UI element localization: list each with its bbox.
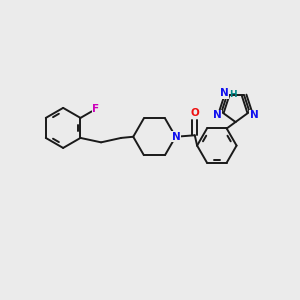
Text: F: F <box>92 104 99 114</box>
Text: N: N <box>213 110 222 120</box>
Text: N: N <box>220 88 228 98</box>
Text: H: H <box>230 90 237 99</box>
Text: N: N <box>172 132 181 142</box>
Text: N: N <box>250 110 258 120</box>
Text: O: O <box>190 109 199 118</box>
